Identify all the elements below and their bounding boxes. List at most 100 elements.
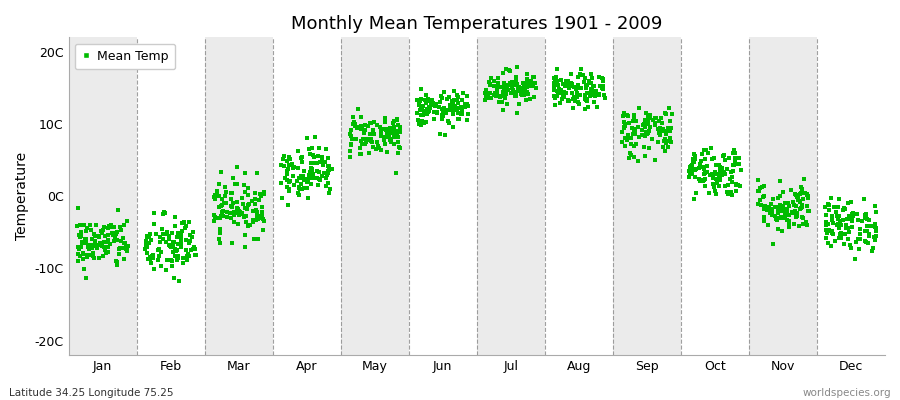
Point — [859, 210, 873, 217]
Point — [825, 217, 840, 224]
Point — [78, 240, 93, 246]
Point — [247, 236, 261, 242]
Point — [232, 210, 247, 217]
Point — [306, 175, 320, 181]
Point — [515, 88, 529, 94]
Point — [302, 175, 316, 181]
Point — [642, 128, 656, 134]
Point — [172, 230, 186, 236]
Point — [238, 170, 252, 176]
Point — [506, 87, 520, 93]
Point — [764, 206, 778, 213]
Point — [90, 245, 104, 252]
Point — [356, 136, 370, 142]
Point — [274, 162, 288, 168]
Point — [635, 132, 650, 138]
Point — [576, 72, 590, 78]
Point — [451, 116, 465, 123]
Point — [170, 234, 184, 240]
Point — [304, 169, 319, 176]
Point — [509, 90, 524, 96]
Point — [231, 220, 246, 227]
Point — [769, 204, 783, 210]
Point — [367, 131, 382, 137]
Point — [76, 256, 90, 262]
Point — [311, 176, 326, 182]
Point — [620, 137, 634, 143]
Point — [777, 215, 791, 222]
Point — [727, 155, 742, 162]
Point — [498, 84, 512, 90]
Point — [697, 177, 711, 183]
Point — [214, 208, 229, 215]
Point — [226, 200, 240, 206]
Point — [754, 184, 769, 190]
Point — [411, 117, 426, 124]
Point — [578, 94, 592, 101]
Point — [235, 210, 249, 216]
Point — [436, 113, 450, 119]
Point — [574, 66, 589, 72]
Point — [851, 246, 866, 252]
Point — [152, 246, 166, 252]
Point — [167, 223, 182, 229]
Point — [437, 132, 452, 138]
Point — [109, 258, 123, 264]
Point — [252, 197, 266, 203]
Point — [645, 135, 660, 142]
Point — [168, 246, 183, 252]
Point — [140, 244, 155, 250]
Point — [446, 110, 460, 117]
Point — [171, 241, 185, 248]
Point — [392, 127, 407, 134]
Point — [75, 239, 89, 245]
Point — [497, 80, 511, 86]
Point — [515, 92, 529, 98]
Point — [824, 243, 838, 249]
Point — [162, 233, 176, 239]
Point — [274, 195, 289, 201]
Point — [410, 96, 425, 103]
Point — [232, 209, 247, 216]
Point — [638, 153, 652, 160]
Point — [158, 267, 173, 273]
Point — [218, 184, 232, 190]
Point — [688, 166, 703, 172]
Point — [645, 117, 660, 124]
Point — [303, 151, 318, 158]
Point — [512, 100, 526, 107]
Point — [577, 79, 591, 85]
Point — [771, 206, 786, 212]
Point — [721, 191, 735, 198]
Point — [821, 201, 835, 207]
Point — [843, 198, 858, 205]
Point — [616, 128, 630, 135]
Point — [311, 153, 326, 159]
Point — [732, 155, 746, 162]
Point — [246, 218, 260, 225]
Point — [430, 110, 445, 116]
Point — [282, 179, 296, 185]
Point — [819, 222, 833, 228]
Point — [734, 166, 748, 173]
Point — [438, 107, 453, 113]
Point — [165, 258, 179, 264]
Point — [618, 121, 633, 128]
Point — [446, 97, 461, 103]
Point — [501, 82, 516, 88]
Point — [292, 184, 306, 190]
Point — [837, 241, 851, 247]
Point — [389, 169, 403, 176]
Point — [179, 252, 194, 259]
Point — [350, 125, 365, 131]
Point — [154, 249, 168, 255]
Point — [684, 163, 698, 170]
Point — [550, 88, 564, 94]
Point — [825, 219, 840, 226]
Point — [507, 88, 521, 95]
Point — [118, 240, 132, 246]
Point — [112, 246, 126, 252]
Point — [166, 248, 180, 255]
Point — [632, 105, 646, 111]
Point — [715, 164, 729, 171]
